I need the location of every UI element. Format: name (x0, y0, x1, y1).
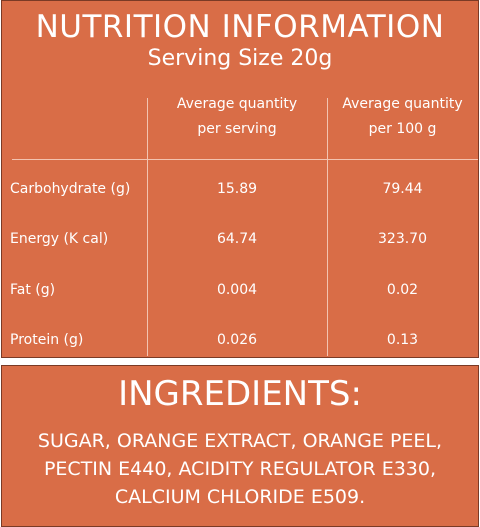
divider (12, 159, 478, 160)
divider (147, 98, 148, 356)
row-label: Protein (g) (10, 332, 84, 348)
divider (327, 98, 328, 356)
cell-value: 15.89 (216, 181, 258, 197)
cell-value: 64.74 (216, 231, 258, 247)
column-header: Average quantity per 100 g (327, 92, 478, 142)
ingredients-title: INGREDIENTS: (118, 374, 362, 414)
cell-value: 0.004 (216, 282, 258, 298)
column-header: Average quantity per serving (147, 92, 327, 142)
cell-value: 0.13 (386, 332, 419, 348)
cell-value: 323.70 (378, 231, 427, 247)
column-header-line: Average quantity (342, 96, 463, 112)
cell-value: 79.44 (382, 181, 423, 197)
column-header-line: per serving (197, 121, 277, 137)
title: NUTRITION INFORMATION (35, 9, 445, 45)
row-label: Carbohydrate (g) (10, 181, 131, 197)
ingredients-line: SUGAR, ORANGE EXTRACT, ORANGE PEEL, (37, 430, 443, 452)
column-header-line: Average quantity (176, 96, 298, 112)
row-label: Fat (g) (10, 282, 56, 298)
subtitle: Serving Size 20g (147, 46, 333, 71)
ingredients-panel: INGREDIENTS: SUGAR, ORANGE EXTRACT, ORAN… (1, 365, 479, 527)
row-label: Energy (K cal) (10, 231, 109, 247)
column-header-line: per 100 g (368, 121, 437, 137)
cell-value: 0.02 (386, 282, 419, 298)
nutrition-panel: NUTRITION INFORMATION Serving Size 20g A… (1, 0, 479, 358)
ingredients-line: CALCIUM CHLORIDE E509. (114, 486, 366, 508)
cell-value: 0.026 (216, 332, 258, 348)
ingredients-line: PECTIN E440, ACIDITY REGULATOR E330, (43, 458, 437, 480)
